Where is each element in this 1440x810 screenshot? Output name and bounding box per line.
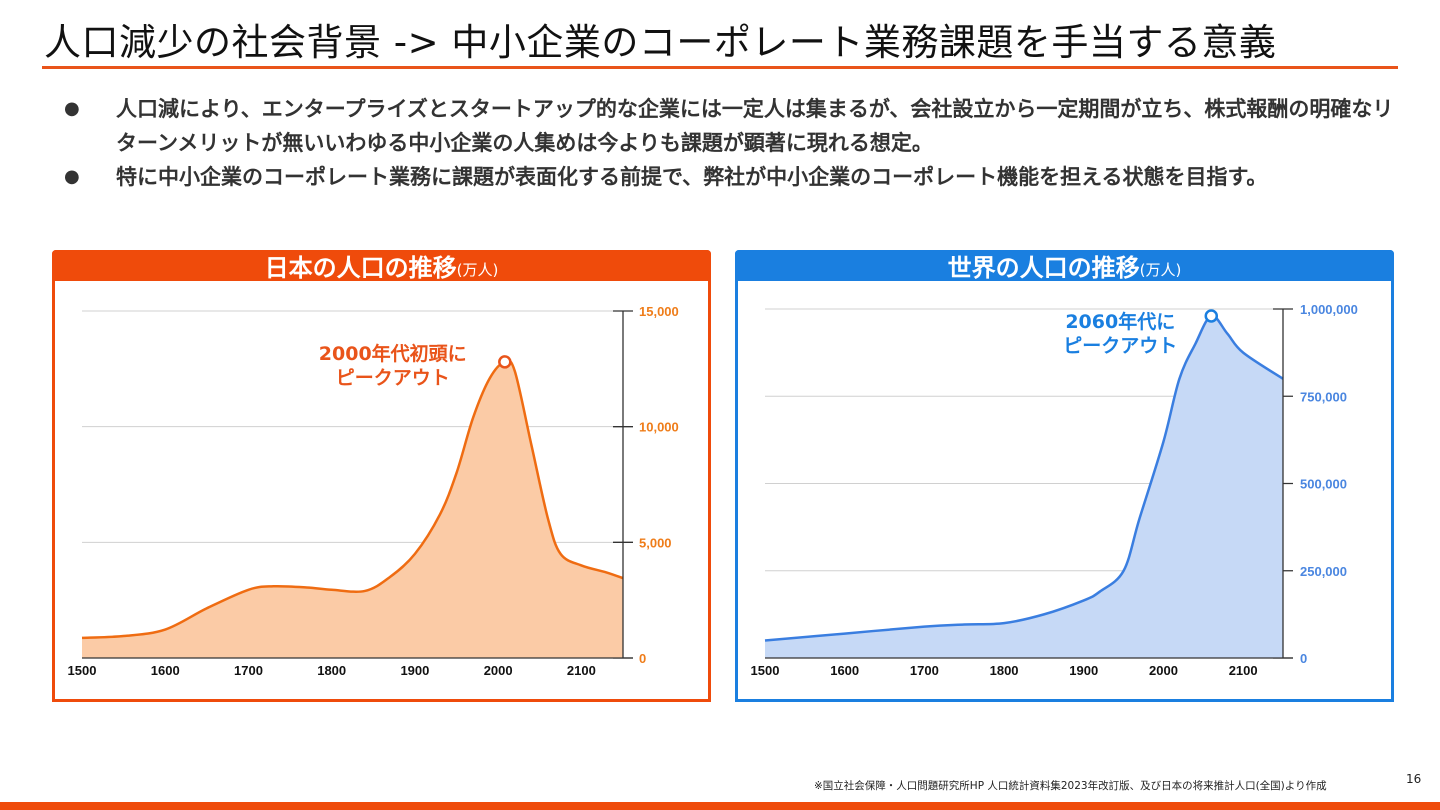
x-tick-label: 1800 — [317, 663, 346, 678]
peak-marker — [1204, 309, 1219, 323]
x-tick-label: 1900 — [1069, 663, 1098, 678]
peak-marker — [498, 355, 512, 369]
annotation-line: 2060年代に — [1065, 310, 1176, 333]
bullet-text: 特に中小企業のコーポレート業務に課題が表面化する前提で、弊社が中小企業のコーポレ… — [116, 165, 1268, 189]
x-tick-label: 1700 — [234, 663, 263, 678]
series-area — [765, 315, 1283, 658]
x-tick-label: 1600 — [151, 663, 180, 678]
annotation-line: 2000年代初頭に — [318, 342, 467, 365]
bullet-item: ● 人口減により、エンタープライズとスタートアップ的な企業には一定人は集まるが、… — [58, 92, 1398, 160]
world-chart-title: 世界の人口の推移 — [947, 254, 1140, 282]
x-tick-label: 1500 — [68, 663, 97, 678]
y-tick-label: 5,000 — [639, 535, 672, 550]
world-population-chart: 0 250,000 500,000 750,000 1,000,000 1500 1600 1… — [751, 302, 1358, 678]
world-population-panel: 0 250,000 500,000 750,000 1,000,000 1500 1600 1… — [735, 250, 1394, 702]
japan-chart-header: 日本の人口の推移 (万人) — [52, 250, 711, 282]
y-tick-label: 1,000,000 — [1300, 302, 1358, 317]
x-tick-label: 2000 — [1149, 663, 1178, 678]
japan-peak-annotation: 2000年代初頭に ピークアウト — [319, 342, 467, 390]
y-tick-label: 15,000 — [639, 304, 679, 319]
japan-chart-title: 日本の人口の推移 — [264, 254, 457, 282]
title-underline — [42, 66, 1398, 69]
bullet-marker: ● — [64, 98, 80, 119]
annotation-line: ピークアウト — [1063, 334, 1178, 357]
bullet-item: ● 特に中小企業のコーポレート業務に課題が表面化する前提で、弊社が中小企業のコー… — [58, 160, 1398, 194]
japan-population-chart: 0 5,000 10,000 15,000 1500 1600 1700 1800 1900 20… — [68, 304, 679, 678]
x-tick-label: 2100 — [1229, 663, 1258, 678]
slide-title: 人口減少の社会背景 -> 中小企業のコーポレート業務課題を手当する意義 — [44, 21, 1277, 64]
page-number: 16 — [1406, 772, 1422, 786]
bottom-accent-bar — [0, 802, 1440, 810]
source-footnote: ※国立社会保障・人口問題研究所HP 人口統計資料集2023年改訂版、及び日本の将… — [814, 780, 1327, 792]
world-chart-unit: (万人) — [1139, 260, 1182, 279]
x-tick-label: 1700 — [910, 663, 939, 678]
world-peak-annotation: 2060年代に ピークアウト — [1063, 310, 1177, 358]
bullet-text: 人口減により、エンタープライズとスタートアップ的な企業には一定人は集まるが、会社… — [116, 97, 1394, 155]
series-line — [81, 359, 624, 640]
y-tick-label: 10,000 — [639, 420, 679, 435]
y-tick-label: 250,000 — [1300, 564, 1347, 579]
series-area — [82, 360, 623, 658]
x-tick-label: 1800 — [990, 663, 1019, 678]
japan-population-panel: 0 5,000 10,000 15,000 1500 1600 1700 1800 1900 20… — [52, 250, 711, 702]
bullet-list: ● 人口減により、エンタープライズとスタートアップ的な企業には一定人は集まるが、… — [58, 92, 1398, 194]
annotation-line: ピークアウト — [335, 366, 450, 389]
x-tick-label: 2100 — [567, 663, 596, 678]
y-tick-label: 0 — [1300, 651, 1307, 666]
x-tick-label: 1600 — [830, 663, 859, 678]
x-tick-label: 1900 — [400, 663, 429, 678]
x-tick-label: 1500 — [751, 663, 780, 678]
y-tick-label: 750,000 — [1300, 389, 1347, 404]
japan-chart-unit: (万人) — [456, 260, 499, 279]
bullet-marker: ● — [64, 166, 80, 187]
world-chart-header: 世界の人口の推移 (万人) — [735, 250, 1394, 282]
y-tick-label: 0 — [639, 651, 646, 666]
x-tick-label: 2000 — [484, 663, 513, 678]
y-tick-label: 500,000 — [1300, 477, 1347, 492]
